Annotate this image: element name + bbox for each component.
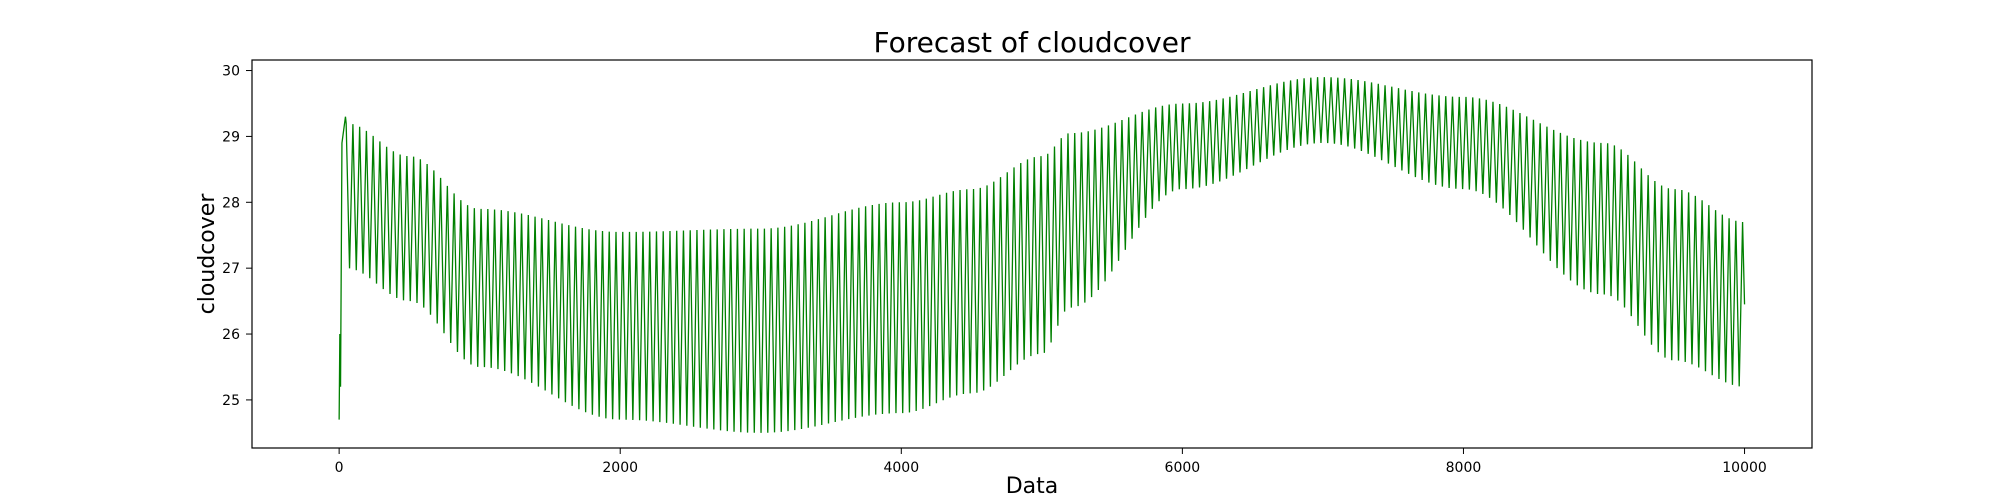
- y-tick-label: 30: [222, 64, 240, 80]
- x-axis-label: Data: [1006, 474, 1059, 499]
- axes-frame: [251, 59, 1813, 449]
- x-tick-label: 4000: [883, 460, 919, 476]
- chart-title: Forecast of cloudcover: [874, 26, 1191, 59]
- x-tick-label: 10000: [1722, 460, 1767, 476]
- y-axis-ticks: 25 26 27 28 29 30: [222, 64, 252, 409]
- x-tick-label: 6000: [1165, 460, 1201, 476]
- y-tick-label: 26: [222, 327, 240, 343]
- x-tick-label: 0: [335, 460, 344, 476]
- y-tick-label: 25: [222, 393, 240, 409]
- x-axis-ticks: 0 2000 4000 6000 8000 10000: [335, 448, 1767, 476]
- x-tick-label: 8000: [1446, 460, 1482, 476]
- y-tick-label: 27: [222, 261, 240, 277]
- plot-area: [251, 59, 1813, 449]
- y-tick-label: 28: [222, 195, 240, 211]
- x-tick-label: 2000: [602, 460, 638, 476]
- y-tick-label: 29: [222, 129, 240, 145]
- y-axis-label: cloudcover: [195, 193, 220, 315]
- series-layer: [338, 77, 1746, 433]
- series-line-cloudcover: [338, 77, 1746, 433]
